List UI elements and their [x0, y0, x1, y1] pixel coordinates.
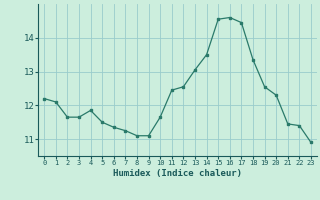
X-axis label: Humidex (Indice chaleur): Humidex (Indice chaleur) — [113, 169, 242, 178]
